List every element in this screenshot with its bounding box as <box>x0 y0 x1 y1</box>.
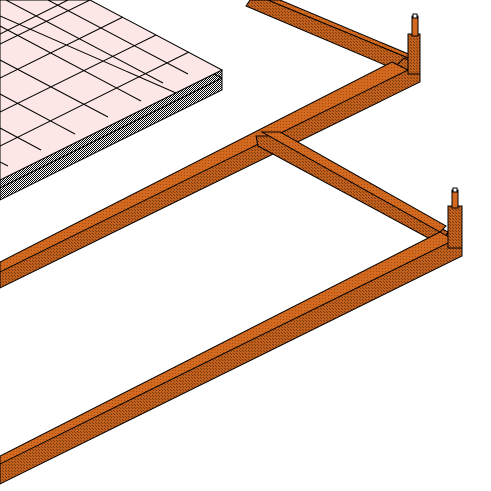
fence-branch-rail <box>255 135 449 247</box>
fence-rail-upper <box>0 0 449 289</box>
fence-branch-rail-top <box>260 131 447 233</box>
fence-rail-lower <box>0 231 463 485</box>
fence-upper-back-rail <box>245 0 419 73</box>
floor-edge-bottom <box>0 77 223 201</box>
fence-lower-front-rail-top <box>0 231 456 465</box>
floor-grid-lines <box>0 0 190 167</box>
fence-post-lower <box>447 187 463 249</box>
fence-post-lower-cap-top <box>452 187 458 193</box>
fence-post-upper <box>407 13 421 75</box>
fence-post-lower-shaft <box>447 205 463 249</box>
fence-post-lower-cap <box>451 189 459 209</box>
fence-post-upper-cap <box>411 15 419 37</box>
tiled-floor-platform <box>0 0 224 201</box>
fence-post-upper-cap-top <box>412 13 418 19</box>
fence-upper-front-rail-top <box>0 61 410 273</box>
fence-upper-back-rail-top <box>267 0 419 63</box>
fence-post-upper-shaft <box>407 33 421 75</box>
floor-top-surface <box>0 0 224 181</box>
